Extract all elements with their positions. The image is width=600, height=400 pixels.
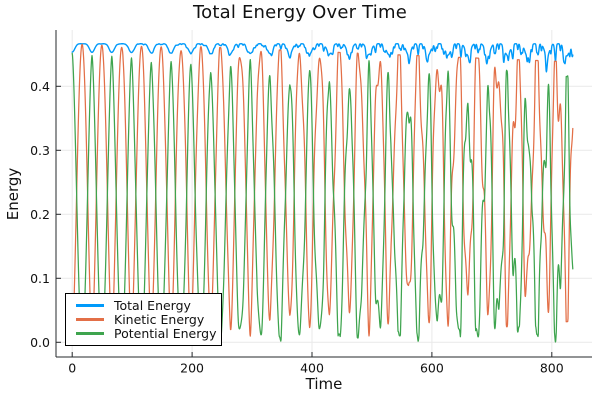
x-tick-label: 400 [300, 361, 324, 376]
x-axis-label: Time [305, 375, 343, 393]
x-tick-label: 0 [68, 361, 76, 376]
y-tick-label: 0.1 [30, 271, 50, 286]
series-line-total [71, 43, 574, 73]
legend-line-swatch [76, 332, 104, 335]
legend-item: Total Energy [76, 299, 215, 312]
y-tick-label: 0.2 [30, 207, 50, 222]
x-tick-label: 800 [540, 361, 564, 376]
legend-label: Total Energy [114, 298, 191, 313]
x-tick-label: 600 [420, 361, 444, 376]
x-tick-label: 200 [180, 361, 204, 376]
y-tick-label: 0.0 [30, 335, 50, 350]
y-tick-label: 0.4 [30, 79, 50, 94]
legend-item: Potential Energy [76, 326, 217, 341]
legend-line-swatch [76, 318, 104, 321]
legend-line-swatch [76, 304, 104, 307]
legend-item: Kinetic Energy [76, 313, 215, 326]
series-line-potential [71, 52, 574, 343]
legend-label: Potential Energy [114, 326, 217, 341]
legend-label: Kinetic Energy [114, 312, 205, 327]
chart-title: Total Energy Over Time [193, 2, 407, 23]
legend: Total Energy Kinetic Energy Potential Ener… [65, 293, 222, 346]
y-axis-label: Energy [4, 167, 22, 221]
y-tick-label: 0.3 [30, 143, 50, 158]
